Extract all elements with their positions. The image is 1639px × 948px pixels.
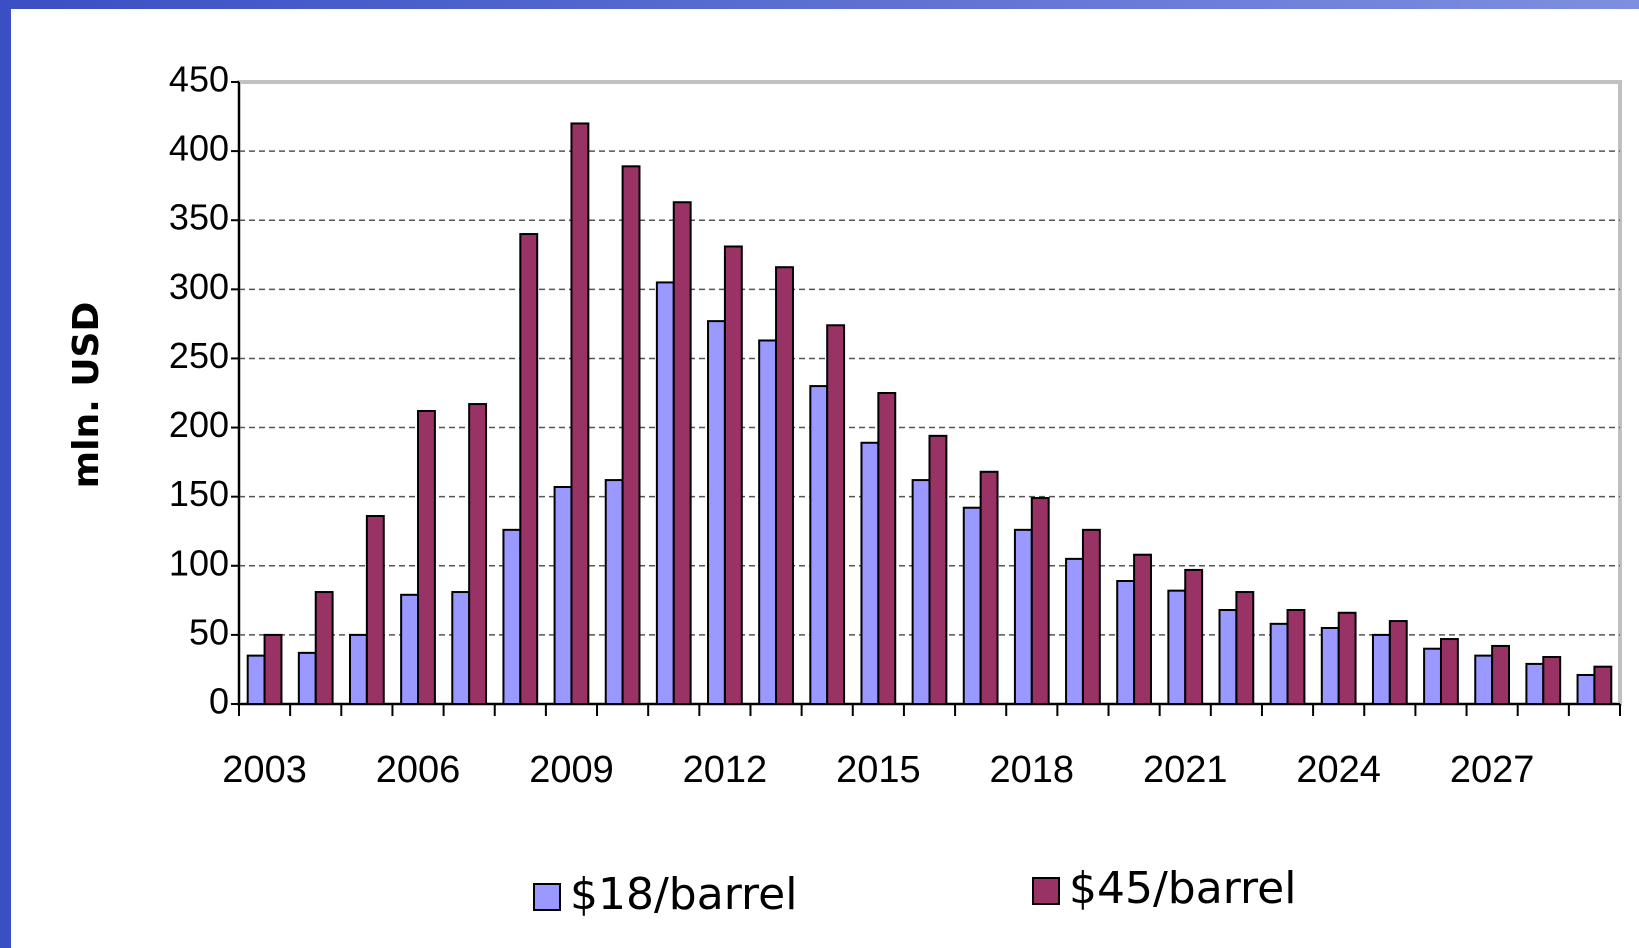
bar (1286, 609, 1306, 706)
bar (502, 528, 522, 706)
x-tick-label: 2018 (990, 749, 1075, 791)
bar (1439, 638, 1459, 706)
bar (621, 165, 641, 705)
y-axis-label: mln. USD (66, 302, 107, 489)
bar (775, 266, 794, 705)
bar (1013, 528, 1033, 706)
bar (348, 633, 368, 706)
y-tick-label: 350 (169, 197, 229, 238)
y-tick-label: 300 (169, 266, 229, 307)
y-tick-label: 450 (169, 59, 229, 100)
x-tick-label: 2012 (683, 749, 768, 791)
bar (1081, 528, 1101, 706)
y-tick-label: 0 (209, 681, 229, 722)
bar (1218, 609, 1238, 706)
bar (400, 593, 420, 705)
bar (417, 409, 436, 705)
x-tick-label: 2021 (1143, 749, 1228, 791)
bar (570, 122, 590, 705)
y-tick-label: 400 (169, 128, 229, 169)
bar (860, 441, 880, 705)
bar (263, 633, 283, 706)
bar (1371, 633, 1391, 706)
x-tick-label: 2024 (1296, 749, 1381, 791)
y-tick-label: 50 (189, 611, 229, 652)
legend-label: $18/barrel (570, 869, 797, 920)
bar (707, 320, 726, 705)
bar (1388, 620, 1408, 705)
bar (1337, 611, 1357, 705)
bar (1184, 568, 1204, 705)
bar (604, 479, 624, 705)
bar (1593, 665, 1613, 705)
bar (928, 434, 948, 705)
bar (365, 515, 385, 705)
y-tick-label: 150 (169, 473, 229, 514)
bar (1065, 557, 1084, 705)
bar (1423, 647, 1442, 706)
bar (758, 339, 778, 705)
y-tick-label: 100 (169, 542, 229, 583)
bar (1320, 626, 1340, 706)
bar (468, 403, 488, 705)
bar (297, 651, 317, 706)
x-tick-label: 2006 (376, 749, 461, 791)
legend-swatch (533, 883, 561, 911)
bar (246, 654, 266, 705)
bar (826, 324, 846, 705)
bar (877, 392, 897, 705)
bar (1269, 622, 1289, 706)
bar (1030, 497, 1050, 705)
bar (655, 281, 675, 705)
legend-swatch (1032, 877, 1060, 905)
bar (723, 245, 743, 706)
bar (1542, 656, 1562, 706)
x-tick-label: 2015 (836, 749, 921, 791)
y-tick-label: 250 (169, 335, 229, 376)
bar (911, 479, 931, 705)
bar (962, 506, 982, 706)
bar (979, 470, 999, 705)
legend-label: $45/barrel (1069, 863, 1296, 914)
y-tick-label: 200 (169, 404, 229, 445)
bar (1474, 654, 1494, 705)
bar (672, 201, 692, 705)
bar (1491, 644, 1511, 705)
bar (1167, 589, 1187, 705)
bar (1116, 579, 1136, 706)
bar (1525, 662, 1545, 705)
bar (314, 591, 334, 705)
x-tick-label: 2003 (222, 749, 307, 791)
bar (809, 385, 829, 705)
bar (1133, 553, 1152, 705)
bar (1235, 591, 1255, 705)
bar (1576, 673, 1596, 705)
bar (451, 591, 471, 705)
x-tick-label: 2009 (529, 749, 614, 791)
bar (519, 233, 539, 706)
x-tick-label: 2027 (1450, 749, 1535, 791)
bar (553, 485, 573, 706)
